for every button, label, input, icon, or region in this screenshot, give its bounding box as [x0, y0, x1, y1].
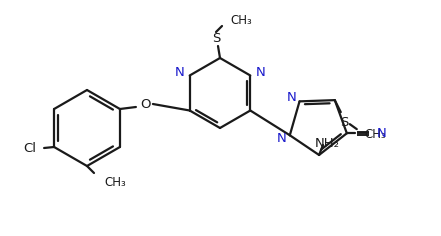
Text: CH₃: CH₃: [230, 13, 252, 26]
Text: N: N: [277, 132, 287, 145]
Text: NH₂: NH₂: [314, 137, 340, 150]
Text: N: N: [175, 66, 185, 79]
Text: S: S: [212, 31, 220, 45]
Text: Cl: Cl: [23, 143, 36, 156]
Text: N: N: [287, 91, 296, 104]
Text: S: S: [340, 116, 349, 129]
Text: N: N: [255, 66, 265, 79]
Text: CH₃: CH₃: [365, 128, 386, 141]
Text: N: N: [377, 127, 387, 140]
Text: CH₃: CH₃: [104, 176, 126, 189]
Text: O: O: [141, 98, 151, 111]
